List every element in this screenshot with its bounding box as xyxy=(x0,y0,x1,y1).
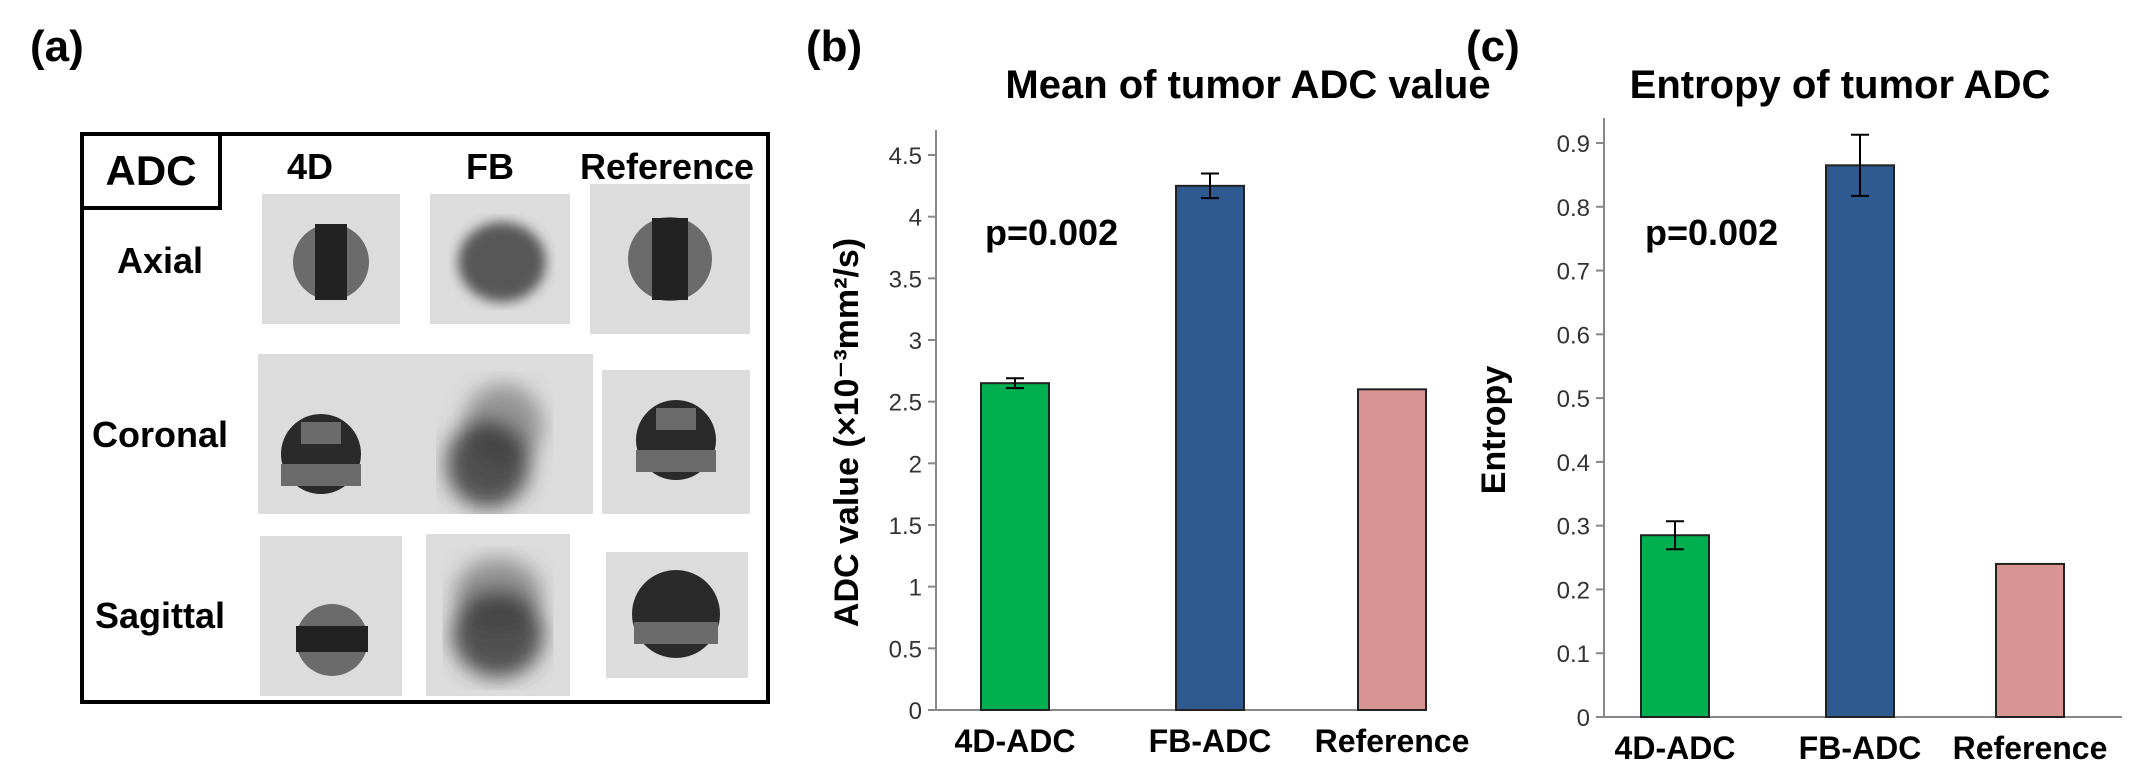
y-tick-label: 0.3 xyxy=(1557,514,1590,541)
panel-label-a: (a) xyxy=(30,22,84,71)
axial-4d-image xyxy=(262,194,400,324)
coronal-4d-fb-image-strip xyxy=(258,354,593,514)
sagittal-4d-image xyxy=(260,536,402,696)
y-tick-label: 0.8 xyxy=(1557,195,1590,222)
x-tick-label: Reference xyxy=(1953,730,2108,766)
y-tick-label: 2 xyxy=(909,451,922,478)
column-header-4d: 4D xyxy=(286,146,334,187)
y-tick-label: 1.5 xyxy=(889,513,922,540)
bar-reference xyxy=(1357,388,1427,711)
y-tick-label: 2.5 xyxy=(889,390,922,417)
y-axis-label: ADC value (×10⁻³mm²/s) xyxy=(828,238,866,627)
y-tick-label: 0.7 xyxy=(1557,259,1590,286)
chart-title: Mean of tumor ADC value xyxy=(1005,63,1490,107)
sagittal-fb-image xyxy=(426,534,570,696)
p-value-annotation: p=0.002 xyxy=(985,212,1118,253)
column-header-reference: Reference xyxy=(579,146,755,187)
panel-label-b: (b) xyxy=(806,22,863,71)
row-header-axial: Axial xyxy=(116,240,204,281)
y-tick-label: 0.2 xyxy=(1557,577,1590,604)
x-tick-label: Reference xyxy=(1315,723,1470,759)
bar-fb-adc xyxy=(1175,184,1245,712)
x-tick-label: 4D-ADC xyxy=(1615,730,1736,766)
y-axis-label: Entropy xyxy=(1475,366,1513,495)
panel-label-c: (c) xyxy=(1466,22,1520,71)
y-tick-label: 3 xyxy=(909,328,922,355)
x-tick-label: 4D-ADC xyxy=(955,723,1076,759)
x-tick-label: FB-ADC xyxy=(1799,730,1922,766)
bar-4d-adc xyxy=(1640,534,1710,718)
grid-corner-label: ADC xyxy=(80,132,222,210)
axial-fb-image xyxy=(430,194,570,324)
column-header-fb: FB xyxy=(466,146,514,187)
bar-fb-adc xyxy=(1825,164,1895,719)
entropy-chart: Entropy of tumor ADC 0 0.1 0.2 0.3 0.4 0.5 0.6 0… xyxy=(1475,63,2122,766)
row-header-coronal: Coronal xyxy=(91,414,228,455)
mean-adc-chart: Mean of tumor ADC value 0 0.5 1 1.5 2 2.5 3 3.5 4… xyxy=(828,63,1491,759)
y-tick-label: 0.4 xyxy=(1557,450,1590,477)
y-tick-label: 0.6 xyxy=(1557,322,1590,349)
y-tick-label: 3.5 xyxy=(889,266,922,293)
chart-title: Entropy of tumor ADC xyxy=(1630,63,2051,107)
bar-reference xyxy=(1995,562,2065,719)
x-tick-label: FB-ADC xyxy=(1149,723,1272,759)
coronal-reference-image xyxy=(602,370,750,514)
y-tick-label: 4.5 xyxy=(889,143,922,170)
y-tick-label: 0 xyxy=(909,698,922,725)
y-tick-label: 0.5 xyxy=(889,636,922,663)
row-header-sagittal: Sagittal xyxy=(94,595,226,636)
y-tick-label: 0 xyxy=(1577,705,1590,732)
image-grid xyxy=(80,132,770,704)
y-tick-label: 0.5 xyxy=(1557,386,1590,413)
y-tick-label: 1 xyxy=(909,575,922,602)
bar-4d-adc xyxy=(980,382,1050,711)
axial-reference-image xyxy=(590,184,750,334)
p-value-annotation: p=0.002 xyxy=(1645,212,1778,253)
y-tick-label: 0.1 xyxy=(1557,641,1590,668)
y-tick-label: 4 xyxy=(909,205,922,232)
sagittal-reference-image xyxy=(606,552,748,678)
y-tick-label: 0.9 xyxy=(1557,131,1590,158)
